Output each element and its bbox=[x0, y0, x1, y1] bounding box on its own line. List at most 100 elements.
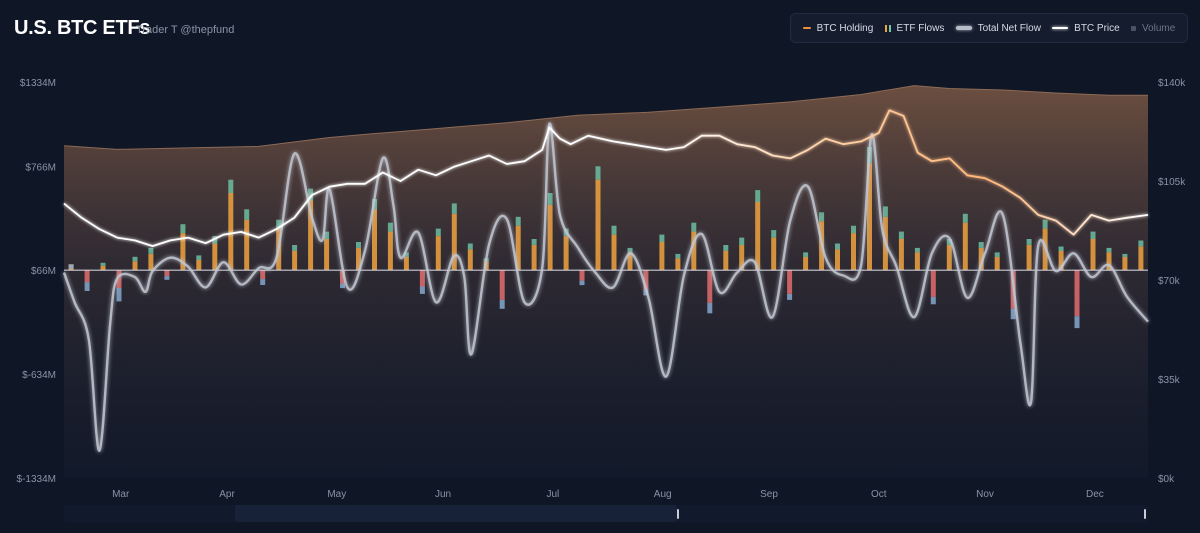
flow-bar-orange bbox=[611, 234, 617, 271]
flow-bar-orange bbox=[707, 270, 713, 303]
flow-bar-orange bbox=[627, 252, 633, 271]
flow-bar-green bbox=[851, 225, 856, 234]
flow-bar-orange bbox=[132, 261, 138, 271]
flow-bar-orange bbox=[100, 265, 106, 271]
flow-bar-orange bbox=[1138, 246, 1144, 271]
flow-bar-green bbox=[803, 252, 809, 257]
flow-bar-green bbox=[898, 231, 904, 239]
btc-holding-swatch-icon bbox=[802, 27, 811, 29]
flow-bar-orange bbox=[451, 213, 457, 271]
flow-bar-orange bbox=[978, 247, 984, 271]
flow-bar-green bbox=[1026, 239, 1032, 245]
flow-bar-orange bbox=[739, 245, 745, 271]
flow-bar-green bbox=[499, 299, 505, 309]
total-net-flow-swatch-icon bbox=[955, 26, 972, 30]
right-axis-tick-label: $140k bbox=[1158, 78, 1186, 89]
flow-bar-orange bbox=[1106, 252, 1112, 271]
flow-bar-orange bbox=[531, 245, 537, 271]
range-window[interactable] bbox=[235, 505, 677, 522]
x-axis-tick-label: May bbox=[327, 489, 346, 500]
flow-bar-green bbox=[627, 247, 633, 253]
volume-swatch-icon bbox=[1130, 25, 1136, 31]
legend-item-total-net-flow[interactable]: Total Net Flow bbox=[955, 22, 1041, 34]
flow-bar-orange bbox=[659, 242, 665, 271]
flow-bar-orange bbox=[244, 219, 250, 271]
left-axis-tick-label: $-634M bbox=[22, 370, 56, 381]
legend-item-btc-price[interactable]: BTC Price bbox=[1052, 23, 1120, 34]
flow-bar-orange bbox=[643, 270, 649, 290]
flow-bar-orange bbox=[962, 222, 968, 271]
range-handle-right[interactable] bbox=[1144, 509, 1146, 519]
flow-bar-green bbox=[324, 231, 330, 239]
flow-bar-green bbox=[515, 216, 521, 226]
right-axis-tick-label: $70k bbox=[1158, 276, 1181, 287]
flow-bar-green bbox=[1058, 246, 1064, 251]
legend-label: Total Net Flow bbox=[977, 22, 1041, 34]
x-axis-tick-label: Apr bbox=[219, 489, 235, 500]
flow-bar-orange bbox=[914, 252, 920, 271]
flow-bar-orange bbox=[563, 236, 569, 271]
left-axis-tick-label: $66M bbox=[31, 266, 56, 277]
flow-bar-green bbox=[755, 190, 761, 202]
btc-price-line bbox=[63, 109, 1149, 247]
legend-label: ETF Flows bbox=[896, 22, 945, 34]
legend-item-volume[interactable]: Volume bbox=[1130, 22, 1176, 34]
x-axis-tick-label: Jun bbox=[435, 489, 451, 500]
flow-bar-orange bbox=[803, 256, 809, 271]
flow-bar-green bbox=[403, 252, 409, 257]
flow-bar-green bbox=[132, 256, 138, 262]
flow-bar-orange bbox=[116, 270, 122, 288]
flow-bar-orange bbox=[547, 204, 553, 271]
flow-bar-green bbox=[531, 239, 537, 245]
btc-holding-top-line bbox=[63, 85, 1148, 150]
flow-bar-orange bbox=[867, 163, 872, 271]
flow-bar-green bbox=[1138, 240, 1144, 247]
x-axis-tick-label: Nov bbox=[976, 489, 994, 500]
btc-holding-area bbox=[64, 85, 1148, 478]
flow-bar-green bbox=[547, 193, 553, 205]
flow-bar-orange bbox=[898, 239, 904, 271]
x-axis-tick-label: Oct bbox=[871, 489, 887, 500]
flow-bar-orange bbox=[292, 250, 298, 271]
x-axis-tick-label: Jul bbox=[547, 489, 560, 500]
flow-bar-green bbox=[260, 279, 266, 285]
flow-bar-green bbox=[68, 264, 74, 269]
flow-bar-green bbox=[787, 294, 793, 300]
flow-bar-green bbox=[723, 245, 729, 251]
btc-price-swatch-icon bbox=[1052, 27, 1069, 29]
flow-bar-orange bbox=[340, 270, 345, 284]
left-axis-tick-label: $766M bbox=[25, 162, 56, 173]
legend-item-etf-flows[interactable]: ETF Flows bbox=[884, 22, 945, 34]
etf-flows-swatch-icon bbox=[884, 24, 891, 32]
flow-bar-orange bbox=[835, 249, 840, 271]
flow-bar-green bbox=[882, 206, 888, 217]
legend-item-btc-holding[interactable]: BTC Holding bbox=[802, 23, 873, 34]
flow-bar-orange bbox=[691, 231, 697, 271]
range-handle-left[interactable] bbox=[677, 509, 679, 519]
flow-bar-green bbox=[419, 286, 425, 294]
flow-bar-orange bbox=[755, 201, 761, 271]
flow-bar-orange bbox=[595, 179, 601, 271]
left-axis-tick-label: $1334M bbox=[20, 78, 56, 89]
flow-bar-green bbox=[835, 243, 840, 250]
flow-bar-orange bbox=[228, 193, 234, 271]
right-axis-tick-label: $105k bbox=[1158, 177, 1186, 188]
flow-bar-green bbox=[659, 234, 665, 242]
range-scrollbar[interactable] bbox=[64, 505, 1148, 522]
right-axis-tick-label: $35k bbox=[1158, 375, 1181, 386]
flow-bar-green bbox=[180, 224, 186, 234]
flow-bar-orange bbox=[1090, 239, 1096, 271]
legend-label: Volume bbox=[1141, 22, 1176, 34]
flow-bar-green bbox=[579, 280, 585, 286]
flow-bar-green bbox=[1090, 231, 1096, 239]
flow-bar-orange bbox=[675, 258, 681, 271]
flow-bar-green bbox=[819, 212, 825, 222]
legend-label: BTC Price bbox=[1074, 22, 1120, 34]
flow-bar-green bbox=[595, 166, 601, 180]
flow-bar-green bbox=[148, 247, 154, 254]
flow-bar-green bbox=[276, 219, 282, 229]
flow-bar-green bbox=[244, 209, 250, 220]
flow-bar-orange bbox=[435, 236, 441, 271]
flow-bar-orange bbox=[164, 270, 170, 277]
